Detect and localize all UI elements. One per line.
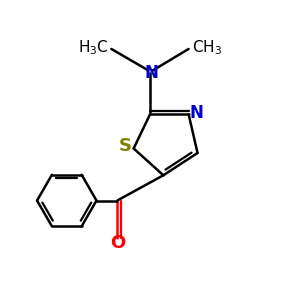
Text: O: O	[110, 234, 125, 252]
Text: N: N	[145, 64, 158, 82]
Text: N: N	[189, 104, 203, 122]
Text: CH$_3$: CH$_3$	[192, 38, 222, 57]
Text: S: S	[119, 137, 132, 155]
Text: H$_3$C: H$_3$C	[78, 38, 108, 57]
